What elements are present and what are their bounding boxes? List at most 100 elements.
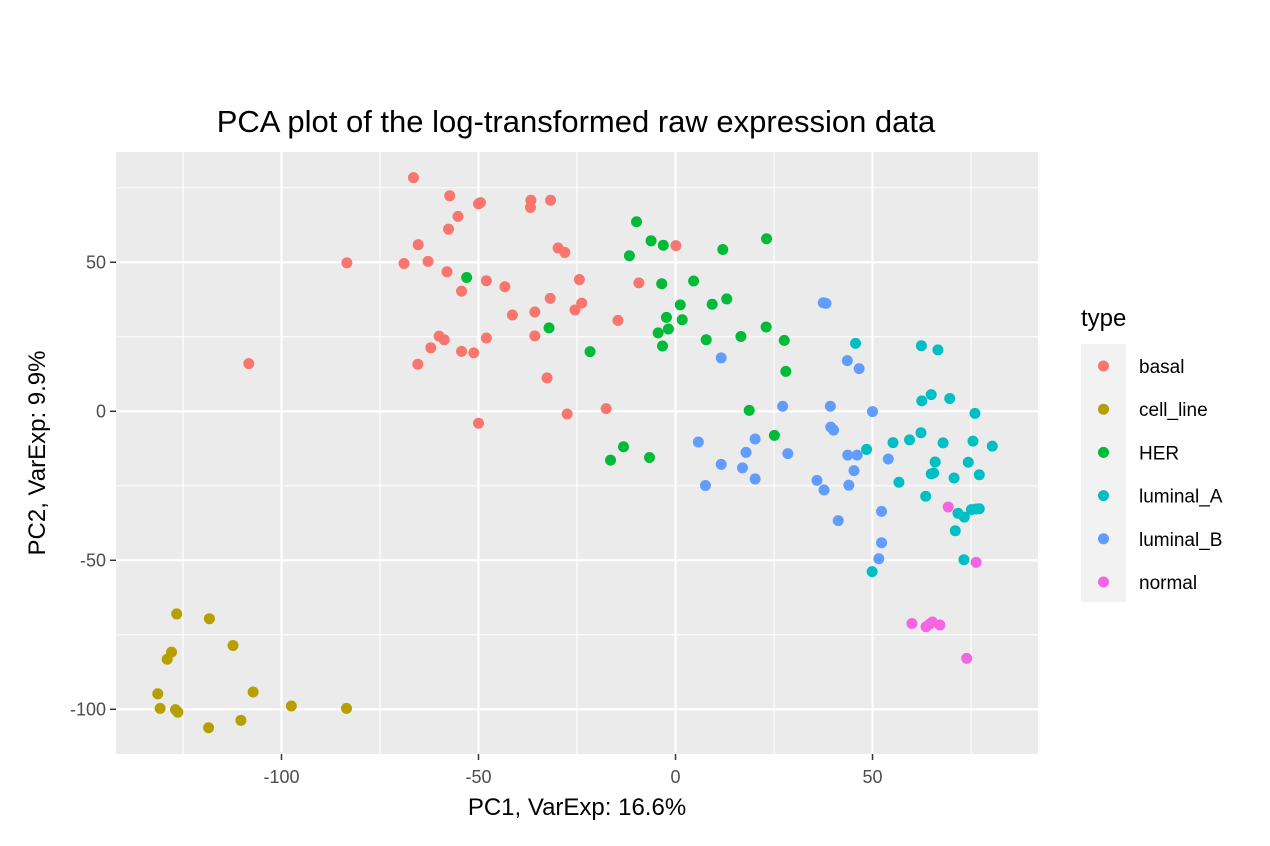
point-basal — [452, 210, 464, 222]
legend-key-HER — [1098, 446, 1109, 458]
point-basal — [559, 246, 571, 258]
point-basal — [600, 403, 612, 415]
point-luminal_B — [851, 449, 863, 461]
point-luminal_B — [715, 352, 727, 364]
point-basal — [441, 266, 453, 278]
point-HER — [657, 239, 669, 251]
y-tick-label: -50 — [80, 550, 106, 570]
point-luminal_A — [973, 469, 985, 481]
point-luminal_B — [882, 453, 894, 465]
point-basal — [545, 194, 557, 206]
point-luminal_A — [925, 389, 937, 401]
y-tick-label: 50 — [86, 252, 106, 272]
point-cell_line — [172, 706, 184, 718]
point-cell_line — [154, 702, 166, 714]
point-luminal_A — [932, 344, 944, 356]
point-basal — [412, 239, 424, 251]
point-basal — [529, 306, 541, 318]
point-luminal_A — [948, 472, 960, 484]
legend-key-background — [1081, 344, 1126, 602]
point-basal — [561, 408, 573, 420]
point-normal — [942, 501, 954, 513]
point-basal — [480, 275, 492, 287]
legend-title: type — [1081, 305, 1126, 332]
point-luminal_B — [811, 474, 823, 486]
legend-key-luminal_B — [1098, 533, 1109, 545]
x-axis-ticks: -100 -50 0 50 — [263, 754, 883, 787]
point-luminal_B — [876, 505, 888, 517]
point-cell_line — [203, 613, 215, 625]
legend-label-basal: basal — [1139, 357, 1184, 378]
point-basal — [456, 285, 468, 297]
point-cell_line — [341, 702, 352, 714]
point-cell_line — [203, 722, 215, 734]
legend-items: basal cell_line HER luminal_A luminal_Bnorma… — [1098, 357, 1223, 594]
point-luminal_A — [962, 456, 974, 468]
legend-key-cell_line — [1098, 403, 1109, 415]
point-luminal_B — [818, 484, 830, 496]
point-HER — [721, 293, 733, 305]
point-luminal_B — [820, 297, 832, 309]
legend: type basal cell_line HER luminal_A luminal_B… — [1081, 305, 1223, 602]
point-luminal_A — [944, 392, 956, 404]
point-HER — [780, 365, 792, 377]
point-basal — [412, 358, 424, 370]
point-luminal_A — [887, 437, 899, 449]
point-luminal_B — [782, 448, 794, 460]
legend-label-normal: normal — [1139, 573, 1197, 594]
point-luminal_B — [832, 515, 844, 527]
point-luminal_B — [699, 479, 711, 491]
point-luminal_A — [850, 337, 862, 349]
legend-label-HER: HER — [1139, 443, 1179, 464]
point-luminal_A — [916, 395, 928, 407]
point-basal — [407, 172, 419, 184]
point-HER — [656, 278, 668, 290]
point-HER — [461, 271, 473, 283]
point-basal — [425, 342, 437, 354]
point-basal — [525, 201, 537, 213]
point-HER — [676, 314, 688, 326]
point-normal — [934, 619, 946, 631]
chart-title: PCA plot of the log-transformed raw expr… — [217, 104, 936, 139]
point-HER — [630, 216, 642, 228]
point-HER — [617, 441, 629, 453]
point-luminal_B — [867, 406, 879, 418]
point-basal — [529, 330, 541, 342]
y-axis-ticks: -100 -50 0 50 — [70, 252, 116, 719]
point-normal — [906, 617, 918, 629]
point-luminal_A — [952, 507, 964, 519]
point-luminal_A — [967, 435, 979, 447]
point-HER — [604, 454, 616, 466]
point-luminal_B — [876, 537, 888, 549]
point-normal — [924, 618, 936, 630]
point-HER — [623, 250, 635, 262]
point-basal — [456, 345, 468, 357]
point-luminal_B — [692, 436, 704, 448]
point-luminal_B — [873, 553, 885, 565]
point-cell_line — [227, 640, 239, 652]
point-luminal_B — [777, 400, 789, 412]
point-HER — [543, 322, 555, 334]
point-normal — [970, 556, 982, 568]
legend-key-normal — [1098, 576, 1109, 588]
point-cell_line — [285, 700, 297, 712]
point-luminal_B — [828, 424, 840, 436]
point-luminal_A — [915, 340, 927, 352]
point-normal — [961, 652, 973, 664]
point-basal — [541, 372, 553, 384]
point-luminal_A — [861, 443, 873, 455]
point-cell_line — [161, 653, 173, 665]
x-axis-title: PC1, VarExp: 16.6% — [468, 794, 686, 821]
point-basal — [670, 240, 682, 252]
point-HER — [674, 299, 686, 311]
point-luminal_A — [949, 525, 961, 537]
point-luminal_B — [853, 363, 865, 375]
point-luminal_A — [915, 427, 927, 439]
point-luminal_A — [937, 437, 949, 449]
point-basal — [443, 223, 455, 235]
point-luminal_B — [841, 355, 853, 367]
point-luminal_B — [740, 446, 752, 458]
point-HER — [735, 330, 747, 342]
point-basal — [422, 255, 434, 267]
